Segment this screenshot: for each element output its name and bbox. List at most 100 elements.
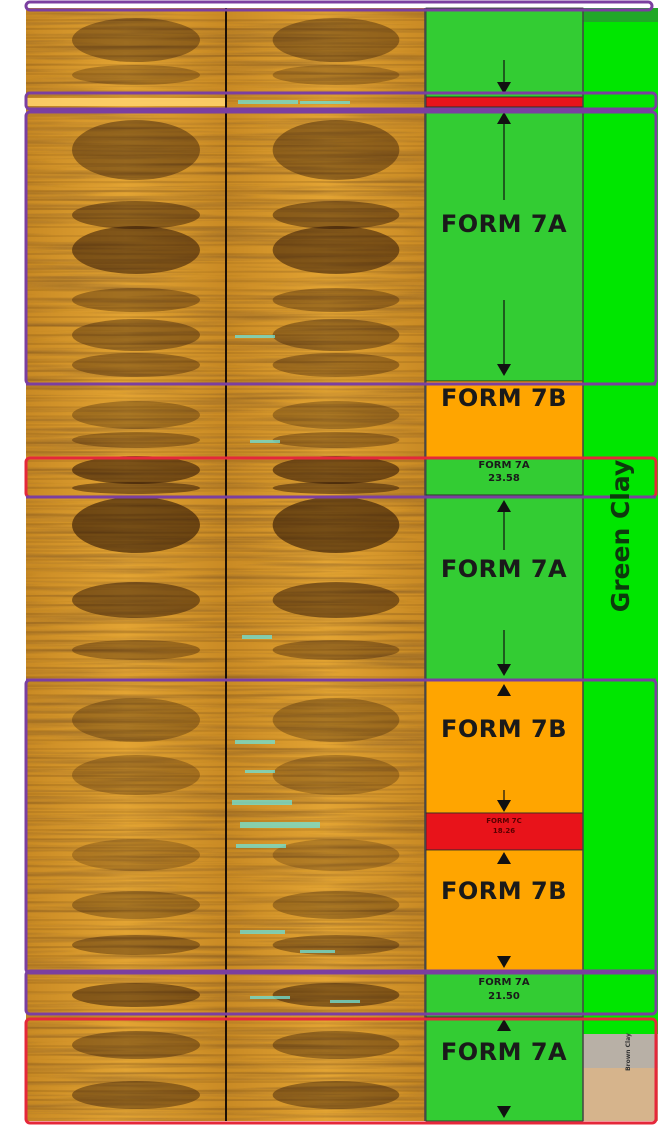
core-dark-band xyxy=(72,401,200,429)
core-dark-band xyxy=(72,18,200,62)
core-cyan-speck xyxy=(235,740,275,744)
arrow-head-down xyxy=(497,800,511,812)
core-dark-band xyxy=(72,497,200,553)
facies-label: FORM 7B xyxy=(440,715,567,743)
facies-label: FORM 7A xyxy=(440,555,568,583)
core-dark-band xyxy=(72,201,200,229)
facies-label: FORM 7A xyxy=(478,977,530,988)
arrow-head-up xyxy=(497,500,511,512)
interval-box xyxy=(24,91,658,111)
core-cyan-speck xyxy=(238,100,298,104)
core-dark-band xyxy=(272,839,400,871)
core-dark-band xyxy=(72,983,200,1007)
core-cyan-speck xyxy=(236,844,286,848)
core-image-strip-left xyxy=(26,8,226,1121)
core-cyan-speck xyxy=(250,996,290,999)
facies-label: FORM 7B xyxy=(440,877,567,905)
facies-label: FORM 7A xyxy=(478,460,530,471)
lithology-column xyxy=(424,8,658,1121)
core-dark-band xyxy=(72,482,200,494)
facies-block xyxy=(425,1016,584,1122)
core-dark-band xyxy=(272,65,400,85)
interval-boundaries xyxy=(24,0,658,1125)
core-cyan-speck xyxy=(235,335,275,338)
core-dark-band xyxy=(272,755,400,795)
interval-box xyxy=(24,1017,658,1125)
core-dark-band xyxy=(272,401,400,429)
core-dark-band xyxy=(272,319,400,351)
core-dark-band xyxy=(272,891,400,919)
core-cyan-speck xyxy=(250,440,280,443)
core-dark-band xyxy=(72,935,200,955)
core-dark-band xyxy=(72,120,200,180)
core-dark-band xyxy=(72,698,200,742)
core-dark-band xyxy=(272,497,400,553)
facies-block xyxy=(425,380,584,459)
core-dark-band xyxy=(272,582,400,618)
core-dark-band xyxy=(72,353,200,377)
core-dark-band xyxy=(72,288,200,312)
core-dark-band xyxy=(272,1081,400,1109)
core-cyan-speck xyxy=(245,770,275,773)
core-dark-bands xyxy=(26,18,425,1110)
core-dark-band xyxy=(72,1031,200,1059)
core-dark-band xyxy=(272,456,400,484)
facies-label: FORM 7A xyxy=(440,210,568,238)
core-dark-band xyxy=(72,226,200,274)
core-image-strip-right xyxy=(227,8,425,1121)
core-dark-band xyxy=(72,582,200,618)
arrow-head-down xyxy=(497,956,511,968)
core-dark-band xyxy=(272,120,400,180)
core-dark-band xyxy=(72,640,200,660)
core-cyan-specks xyxy=(26,98,360,1003)
lithology-tan-band xyxy=(583,1068,658,1121)
core-bright-band xyxy=(26,98,225,106)
facies-block xyxy=(425,457,584,496)
arrow-head-up xyxy=(497,1019,511,1031)
facies-label: FORM 7C xyxy=(486,817,522,825)
core-dark-band xyxy=(272,201,400,229)
core-dark-band xyxy=(72,839,200,871)
core-dark-band xyxy=(272,226,400,274)
lithology-green-clay xyxy=(583,22,658,1034)
core-dark-band xyxy=(72,891,200,919)
facies-value: 21.50 xyxy=(488,991,520,1002)
core-dark-band xyxy=(272,353,400,377)
arrow-head-up xyxy=(497,852,511,864)
interval-box xyxy=(24,969,658,1016)
core-dark-band xyxy=(272,698,400,742)
core-cyan-speck xyxy=(242,635,272,639)
core-dark-band xyxy=(72,65,200,85)
core-cyan-speck xyxy=(240,822,320,828)
lithology-label-green-clay: Green Clay xyxy=(606,459,635,613)
facies-label: FORM 7B xyxy=(440,384,567,412)
facies-value: 18.26 xyxy=(492,827,516,835)
facies-block xyxy=(425,849,584,971)
core-cyan-speck xyxy=(330,1000,360,1003)
core-cyan-speck xyxy=(232,800,292,805)
facies-label: FORM 7A xyxy=(440,1038,568,1066)
core-dark-band xyxy=(272,640,400,660)
core-dark-band xyxy=(272,1031,400,1059)
facies-block xyxy=(425,969,584,1018)
core-dark-band xyxy=(272,288,400,312)
core-cyan-speck xyxy=(300,950,335,953)
core-dark-band xyxy=(272,983,400,1007)
arrow-head-down xyxy=(497,364,511,376)
core-dark-band xyxy=(72,319,200,351)
facies-block xyxy=(425,96,584,108)
arrow-head-up xyxy=(497,684,511,696)
arrow-head-up xyxy=(497,112,511,124)
core-dark-band xyxy=(272,482,400,494)
core-dark-band xyxy=(72,456,200,484)
lithology-brown-clay xyxy=(583,1034,658,1068)
core-dark-band xyxy=(272,18,400,62)
core-cyan-speck xyxy=(300,101,350,104)
arrow-head-down xyxy=(497,82,511,94)
core-dark-band xyxy=(272,432,400,448)
interval-box xyxy=(24,0,654,12)
facies-value: 23.58 xyxy=(488,473,520,484)
arrow-head-down xyxy=(497,1106,511,1118)
core-cyan-speck xyxy=(240,930,285,934)
